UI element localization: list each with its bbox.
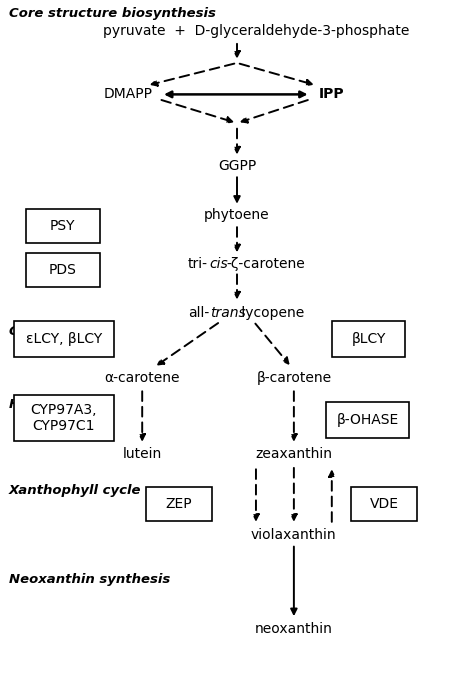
- Text: phytoene: phytoene: [204, 209, 270, 222]
- FancyBboxPatch shape: [351, 487, 417, 521]
- Text: β-OHASE: β-OHASE: [337, 413, 399, 427]
- Text: PDS: PDS: [49, 263, 77, 277]
- Text: εLCY, βLCY: εLCY, βLCY: [26, 332, 102, 346]
- Text: neoxanthin: neoxanthin: [255, 622, 333, 636]
- FancyBboxPatch shape: [146, 487, 212, 521]
- Text: α-carotene: α-carotene: [104, 371, 180, 384]
- Text: Neoxanthin synthesis: Neoxanthin synthesis: [9, 573, 170, 586]
- Text: DMAPP: DMAPP: [103, 88, 153, 101]
- Text: -ζ-carotene: -ζ-carotene: [226, 257, 305, 271]
- Text: cis: cis: [210, 257, 228, 271]
- Text: zeaxanthin: zeaxanthin: [255, 447, 332, 461]
- Text: PSY: PSY: [50, 219, 75, 233]
- Text: ZEP: ZEP: [166, 497, 192, 511]
- FancyBboxPatch shape: [332, 321, 405, 357]
- Text: β-carotene: β-carotene: [256, 371, 331, 384]
- Text: Core structure biosynthesis: Core structure biosynthesis: [9, 7, 215, 20]
- Text: lutein: lutein: [123, 447, 162, 461]
- FancyBboxPatch shape: [26, 253, 100, 287]
- Text: CYP97A3,
CYP97C1: CYP97A3, CYP97C1: [31, 403, 97, 433]
- Text: pyruvate  +  D-glyceraldehyde-3-phosphate: pyruvate + D-glyceraldehyde-3-phosphate: [103, 24, 409, 38]
- FancyBboxPatch shape: [14, 321, 114, 357]
- Text: all-: all-: [188, 306, 209, 319]
- Text: βLCY: βLCY: [351, 332, 386, 346]
- Text: Xanthophyll cycle: Xanthophyll cycle: [9, 484, 141, 497]
- Text: Hydroxylation: Hydroxylation: [9, 398, 113, 411]
- Text: VDE: VDE: [369, 497, 399, 511]
- Text: lycopene: lycopene: [237, 306, 304, 319]
- Text: GGPP: GGPP: [218, 159, 256, 172]
- Text: Cyclisation: Cyclisation: [9, 325, 90, 338]
- Text: tri-: tri-: [188, 257, 208, 271]
- Text: IPP: IPP: [319, 88, 345, 101]
- FancyBboxPatch shape: [14, 395, 114, 441]
- FancyBboxPatch shape: [326, 402, 409, 438]
- Text: trans: trans: [210, 306, 246, 319]
- FancyBboxPatch shape: [26, 209, 100, 243]
- Text: violaxanthin: violaxanthin: [251, 528, 337, 542]
